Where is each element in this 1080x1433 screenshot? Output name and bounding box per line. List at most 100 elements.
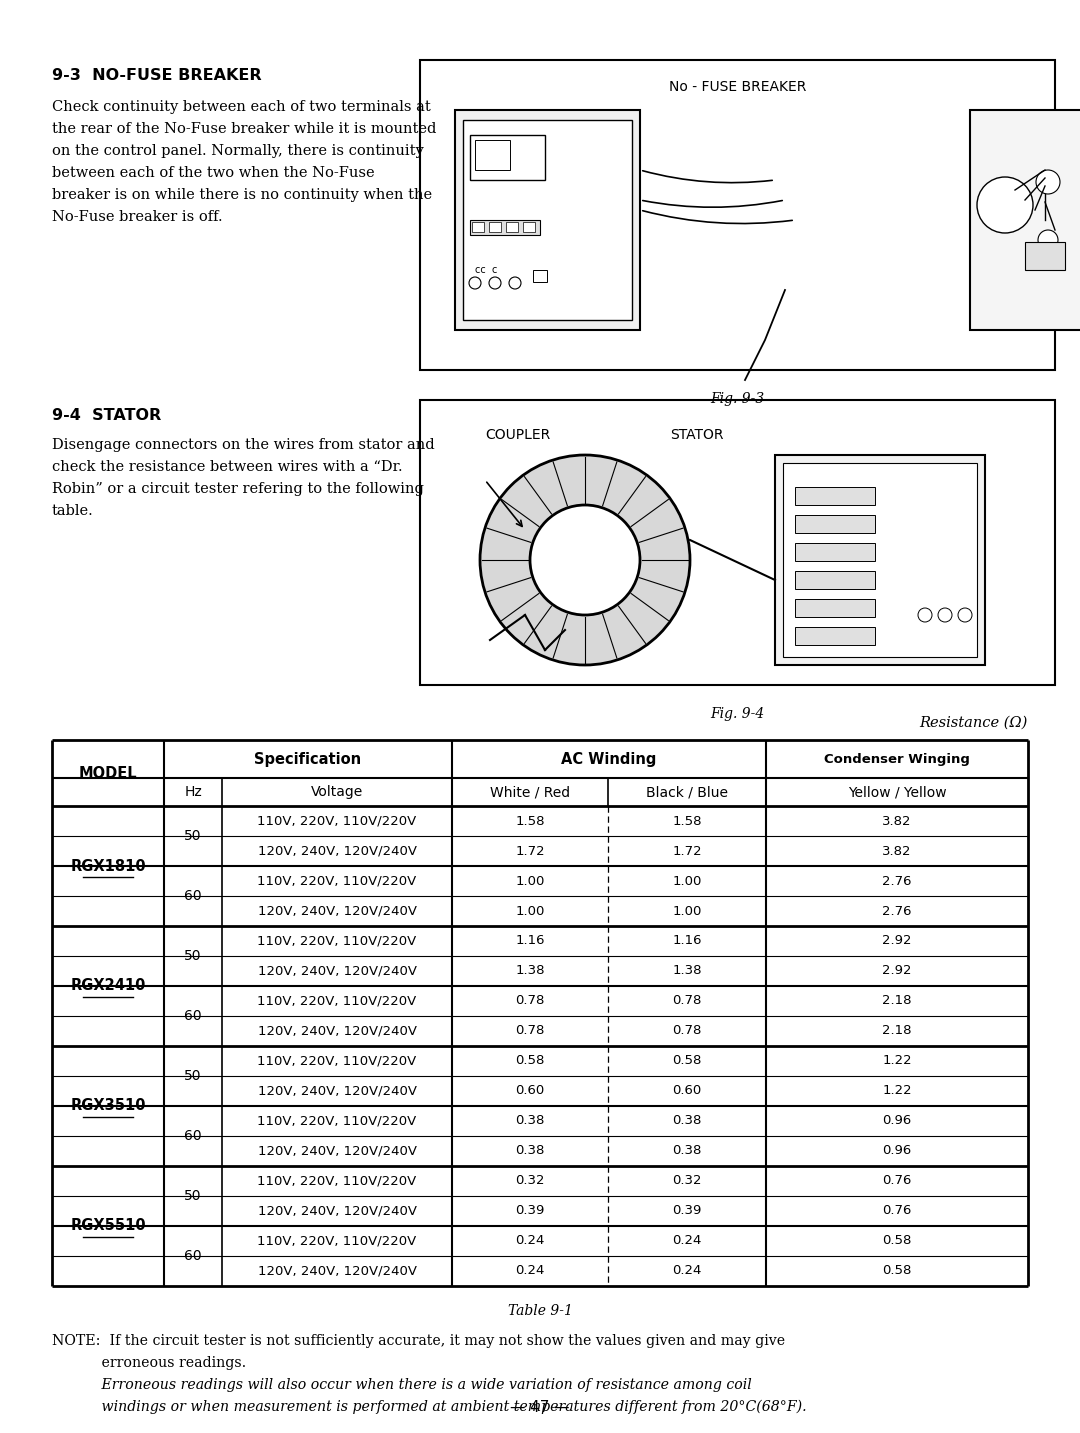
Text: — 47 —: — 47 — xyxy=(510,1400,570,1414)
Text: 2.18: 2.18 xyxy=(882,1025,912,1037)
Text: 0.39: 0.39 xyxy=(673,1205,702,1218)
Text: 1.16: 1.16 xyxy=(515,934,544,947)
Text: 0.39: 0.39 xyxy=(515,1205,544,1218)
Circle shape xyxy=(1036,171,1059,193)
Bar xyxy=(795,599,875,618)
Circle shape xyxy=(469,277,481,289)
Text: 120V, 240V, 120V/240V: 120V, 240V, 120V/240V xyxy=(257,1025,417,1037)
Text: 1.72: 1.72 xyxy=(515,844,544,857)
Text: cc  c: cc c xyxy=(475,265,498,275)
Text: 2.92: 2.92 xyxy=(882,964,912,977)
Text: 0.96: 0.96 xyxy=(882,1115,912,1128)
Text: 0.78: 0.78 xyxy=(515,995,544,1007)
Text: the rear of the No-Fuse breaker while it is mounted: the rear of the No-Fuse breaker while it… xyxy=(52,122,436,136)
Text: RGX3510: RGX3510 xyxy=(70,1099,146,1113)
Bar xyxy=(795,514,875,533)
Circle shape xyxy=(939,608,951,622)
Bar xyxy=(775,456,985,665)
Text: 120V, 240V, 120V/240V: 120V, 240V, 120V/240V xyxy=(257,1264,417,1277)
Text: 1.00: 1.00 xyxy=(515,904,544,917)
Text: RGX5510: RGX5510 xyxy=(70,1218,146,1234)
Text: table.: table. xyxy=(52,504,94,517)
Text: 0.24: 0.24 xyxy=(673,1234,702,1248)
Text: AC Winding: AC Winding xyxy=(562,751,657,767)
Text: Hz: Hz xyxy=(184,785,202,800)
Text: 9-4  STATOR: 9-4 STATOR xyxy=(52,408,161,423)
Text: 110V, 220V, 110V/220V: 110V, 220V, 110V/220V xyxy=(257,1115,417,1128)
Text: 1.58: 1.58 xyxy=(672,814,702,827)
Text: Table 9-1: Table 9-1 xyxy=(508,1304,572,1318)
Text: 120V, 240V, 120V/240V: 120V, 240V, 120V/240V xyxy=(257,1085,417,1098)
Text: 120V, 240V, 120V/240V: 120V, 240V, 120V/240V xyxy=(257,1145,417,1158)
Text: 1.38: 1.38 xyxy=(515,964,544,977)
Text: 0.78: 0.78 xyxy=(515,1025,544,1037)
Text: Robin” or a circuit tester refering to the following: Robin” or a circuit tester refering to t… xyxy=(52,481,423,496)
Bar xyxy=(475,140,510,171)
Circle shape xyxy=(958,608,972,622)
Bar xyxy=(489,222,501,232)
Text: 50: 50 xyxy=(185,1189,202,1202)
Text: 1.22: 1.22 xyxy=(882,1085,912,1098)
Text: 0.76: 0.76 xyxy=(882,1175,912,1188)
Text: Fig. 9-3: Fig. 9-3 xyxy=(711,393,765,406)
Text: 9-3  NO-FUSE BREAKER: 9-3 NO-FUSE BREAKER xyxy=(52,67,261,83)
Text: 50: 50 xyxy=(185,830,202,843)
Text: 120V, 240V, 120V/240V: 120V, 240V, 120V/240V xyxy=(257,844,417,857)
Text: 0.60: 0.60 xyxy=(515,1085,544,1098)
Text: RGX1810: RGX1810 xyxy=(70,858,146,874)
Text: 60: 60 xyxy=(185,1250,202,1262)
Text: 3.82: 3.82 xyxy=(882,844,912,857)
Text: on the control panel. Normally, there is continuity: on the control panel. Normally, there is… xyxy=(52,143,423,158)
Text: 1.72: 1.72 xyxy=(672,844,702,857)
Text: MODEL: MODEL xyxy=(79,765,137,781)
Text: 0.58: 0.58 xyxy=(673,1055,702,1068)
Text: 1.58: 1.58 xyxy=(515,814,544,827)
Bar xyxy=(472,222,484,232)
Text: 60: 60 xyxy=(185,1009,202,1023)
Text: 1.00: 1.00 xyxy=(515,874,544,887)
Text: 1.00: 1.00 xyxy=(673,904,702,917)
Text: 110V, 220V, 110V/220V: 110V, 220V, 110V/220V xyxy=(257,1175,417,1188)
Text: 50: 50 xyxy=(185,949,202,963)
Text: 110V, 220V, 110V/220V: 110V, 220V, 110V/220V xyxy=(257,1234,417,1248)
Circle shape xyxy=(530,504,640,615)
Text: 0.60: 0.60 xyxy=(673,1085,702,1098)
Text: 110V, 220V, 110V/220V: 110V, 220V, 110V/220V xyxy=(257,934,417,947)
Text: 0.58: 0.58 xyxy=(882,1234,912,1248)
Bar xyxy=(507,222,518,232)
Text: Condenser Winging: Condenser Winging xyxy=(824,752,970,765)
Text: 60: 60 xyxy=(185,1129,202,1144)
Text: 0.24: 0.24 xyxy=(515,1264,544,1277)
Text: 110V, 220V, 110V/220V: 110V, 220V, 110V/220V xyxy=(257,874,417,887)
Text: Fig. 9-4: Fig. 9-4 xyxy=(711,706,765,721)
Text: 0.32: 0.32 xyxy=(515,1175,544,1188)
Text: 1.00: 1.00 xyxy=(673,874,702,887)
Text: 1.38: 1.38 xyxy=(672,964,702,977)
Text: 2.92: 2.92 xyxy=(882,934,912,947)
Bar xyxy=(795,543,875,560)
Text: 1.22: 1.22 xyxy=(882,1055,912,1068)
Circle shape xyxy=(489,277,501,289)
Text: Erroneous readings will also occur when there is a wide variation of resistance : Erroneous readings will also occur when … xyxy=(52,1379,752,1391)
Bar xyxy=(420,60,1055,370)
Circle shape xyxy=(480,456,690,665)
Text: 2.76: 2.76 xyxy=(882,904,912,917)
Text: COUPLER: COUPLER xyxy=(485,428,550,441)
Bar xyxy=(795,487,875,504)
Text: Yellow / Yellow: Yellow / Yellow xyxy=(848,785,946,800)
Text: 110V, 220V, 110V/220V: 110V, 220V, 110V/220V xyxy=(257,995,417,1007)
Text: 60: 60 xyxy=(185,888,202,903)
Text: 0.78: 0.78 xyxy=(673,995,702,1007)
Text: 120V, 240V, 120V/240V: 120V, 240V, 120V/240V xyxy=(257,904,417,917)
Text: 0.58: 0.58 xyxy=(515,1055,544,1068)
Bar xyxy=(795,628,875,645)
Circle shape xyxy=(1038,231,1058,249)
Bar xyxy=(795,570,875,589)
Text: 120V, 240V, 120V/240V: 120V, 240V, 120V/240V xyxy=(257,1205,417,1218)
Text: 2.18: 2.18 xyxy=(882,995,912,1007)
Text: 2.76: 2.76 xyxy=(882,874,912,887)
Text: 1.16: 1.16 xyxy=(672,934,702,947)
Bar xyxy=(970,110,1080,330)
Text: No - FUSE BREAKER: No - FUSE BREAKER xyxy=(669,80,806,95)
Bar xyxy=(420,400,1055,685)
